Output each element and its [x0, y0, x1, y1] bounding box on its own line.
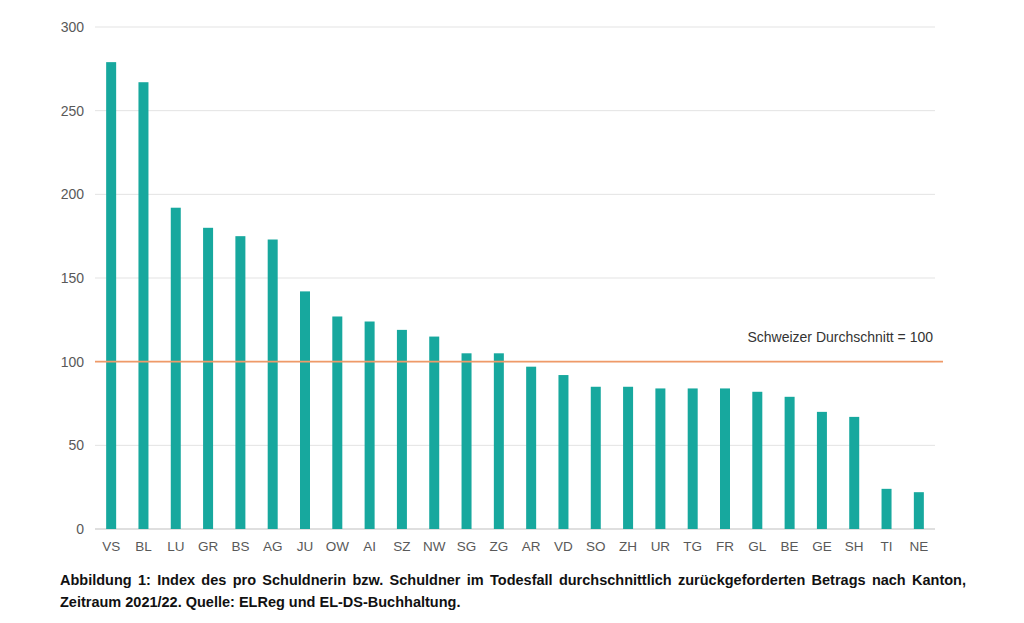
- bar: [138, 82, 148, 529]
- bar: [171, 208, 181, 529]
- reference-line: [95, 361, 943, 363]
- y-tick-label: 250: [61, 103, 85, 119]
- bar: [591, 387, 601, 529]
- x-tick-label: BE: [781, 539, 799, 554]
- bar: [332, 316, 342, 529]
- x-tick-label: BS: [231, 539, 249, 554]
- bar: [720, 388, 730, 529]
- bar: [817, 412, 827, 529]
- x-tick-label: AR: [522, 539, 541, 554]
- caption: Abbildung 1: Index des pro Schuldnerin b…: [60, 569, 966, 613]
- plot-marks: [95, 62, 943, 529]
- bar: [785, 397, 795, 529]
- grid-line: [95, 194, 935, 195]
- y-tick-label: 200: [61, 186, 85, 202]
- x-tick-label: GE: [812, 539, 832, 554]
- bar: [462, 353, 472, 529]
- bar: [106, 62, 116, 529]
- bar: [914, 492, 924, 529]
- x-tick-label: SZ: [393, 539, 410, 554]
- grid-line: [95, 27, 935, 28]
- bar: [235, 236, 245, 529]
- y-tick-label: 100: [61, 354, 85, 370]
- x-tick-label: LU: [167, 539, 184, 554]
- grid-line: [95, 278, 935, 279]
- x-tick-label: NE: [909, 539, 928, 554]
- bar: [752, 392, 762, 529]
- x-tick-label: TI: [881, 539, 893, 554]
- x-tick-label: ZG: [489, 539, 508, 554]
- bar: [526, 367, 536, 529]
- x-tick-label: SG: [457, 539, 477, 554]
- x-tick-label: VS: [102, 539, 120, 554]
- x-tick-label: NW: [423, 539, 446, 554]
- bar: [268, 240, 278, 529]
- x-tick-label: AG: [263, 539, 283, 554]
- x-tick-label: JU: [297, 539, 314, 554]
- x-tick-label: AI: [363, 539, 376, 554]
- annotation: Schweizer Durchschnitt = 100: [747, 329, 933, 345]
- bar: [365, 322, 375, 529]
- bar: [397, 330, 407, 529]
- x-tick-label: VD: [554, 539, 573, 554]
- y-tick-label: 150: [61, 270, 85, 286]
- bar: [558, 375, 568, 529]
- x-tick-label: UR: [651, 539, 671, 554]
- grid-line: [95, 110, 935, 111]
- grid-line: [95, 445, 935, 446]
- y-tick-label: 50: [68, 437, 84, 453]
- y-tick-label: 300: [61, 19, 85, 35]
- bar: [623, 387, 633, 529]
- x-tick-label: BL: [135, 539, 152, 554]
- x-axis-line: [95, 529, 935, 530]
- bar: [882, 489, 892, 529]
- y-tick-label: 0: [76, 521, 84, 537]
- x-tick-label: ZH: [619, 539, 637, 554]
- x-tick-label: OW: [326, 539, 350, 554]
- chart: 0 50 100 150 200 250 300 VS BL LU GR BS AG JU OW AI SZ NW…: [0, 0, 1024, 623]
- bar: [688, 388, 698, 529]
- x-tick-label: GL: [748, 539, 767, 554]
- bar: [300, 291, 310, 529]
- x-tick-label: SH: [845, 539, 864, 554]
- x-tick-label: GR: [198, 539, 219, 554]
- x-tick-label: SO: [586, 539, 606, 554]
- x-tick-label: FR: [716, 539, 734, 554]
- bar: [655, 388, 665, 529]
- x-tick-label: TG: [683, 539, 702, 554]
- bar: [494, 353, 504, 529]
- bar: [849, 417, 859, 529]
- bar: [203, 228, 213, 529]
- bar: [429, 337, 439, 529]
